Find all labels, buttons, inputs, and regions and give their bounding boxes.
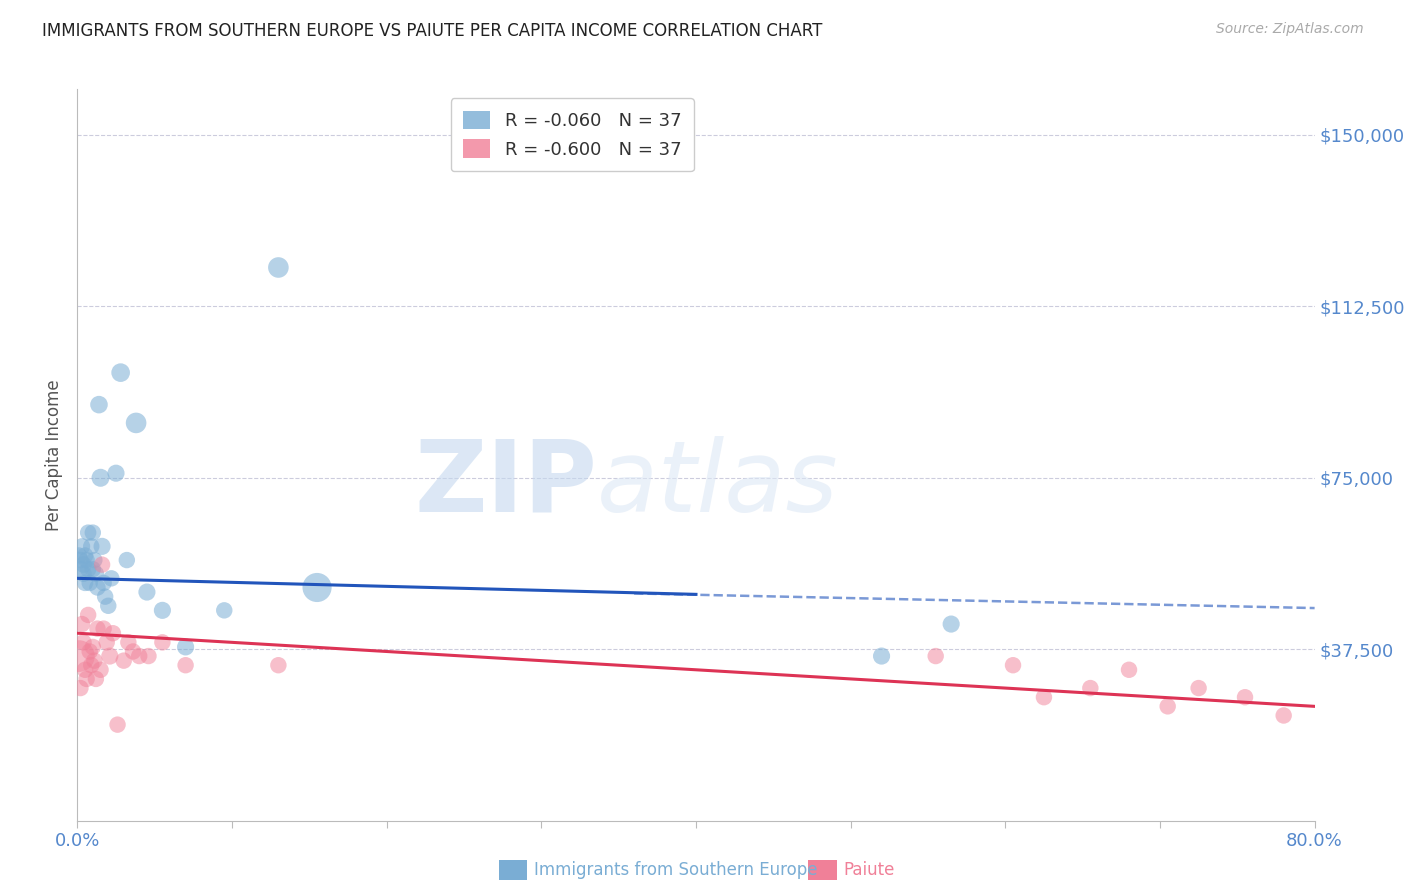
- Point: [107, 717, 129, 731]
- Point: [96, 635, 118, 649]
- Point: [77, 525, 100, 540]
- Point: [90, 471, 111, 485]
- Point: [77, 607, 100, 622]
- Point: [122, 644, 145, 658]
- Point: [75, 549, 96, 563]
- Point: [115, 553, 138, 567]
- Point: [72, 635, 94, 649]
- Point: [76, 672, 98, 686]
- Point: [1002, 658, 1025, 673]
- Point: [267, 658, 290, 673]
- Point: [870, 649, 893, 664]
- Point: [87, 398, 110, 412]
- Point: [174, 640, 197, 654]
- Point: [136, 585, 159, 599]
- Point: [84, 672, 107, 686]
- Point: [76, 553, 98, 567]
- Point: [1234, 690, 1257, 705]
- Point: [98, 649, 121, 664]
- Point: [125, 416, 148, 430]
- Point: [69, 562, 91, 576]
- Point: [80, 539, 103, 553]
- Point: [152, 603, 174, 617]
- Point: [101, 626, 124, 640]
- Point: [90, 663, 111, 677]
- Point: [91, 539, 114, 553]
- Point: [79, 644, 101, 658]
- Point: [67, 549, 90, 563]
- Point: [75, 576, 96, 591]
- Point: [1188, 681, 1211, 695]
- Point: [67, 649, 90, 664]
- Point: [82, 640, 104, 654]
- Point: [93, 622, 115, 636]
- Text: ZIP: ZIP: [415, 435, 598, 533]
- Point: [307, 581, 329, 595]
- Point: [72, 566, 94, 581]
- Point: [105, 466, 127, 480]
- Point: [69, 681, 91, 695]
- Point: [70, 539, 93, 553]
- Point: [83, 654, 105, 668]
- Point: [100, 571, 122, 585]
- Point: [80, 658, 103, 673]
- Point: [128, 649, 150, 664]
- Point: [72, 558, 94, 572]
- Point: [1033, 690, 1056, 705]
- Point: [86, 581, 108, 595]
- Point: [94, 590, 117, 604]
- Point: [82, 525, 104, 540]
- Point: [70, 617, 93, 632]
- Point: [1080, 681, 1102, 695]
- Point: [110, 366, 132, 380]
- Y-axis label: Per Capita Income: Per Capita Income: [45, 379, 63, 531]
- Point: [925, 649, 948, 664]
- Text: Paiute: Paiute: [844, 861, 896, 879]
- Point: [152, 635, 174, 649]
- Point: [86, 622, 108, 636]
- Legend: R = -0.060   N = 37, R = -0.600   N = 37: R = -0.060 N = 37, R = -0.600 N = 37: [450, 98, 695, 171]
- Point: [117, 635, 139, 649]
- Point: [138, 649, 160, 664]
- Point: [1157, 699, 1180, 714]
- Text: Source: ZipAtlas.com: Source: ZipAtlas.com: [1216, 22, 1364, 37]
- Text: atlas: atlas: [598, 435, 838, 533]
- Point: [84, 566, 107, 581]
- Point: [79, 576, 101, 591]
- Point: [1272, 708, 1295, 723]
- Text: Immigrants from Southern Europe: Immigrants from Southern Europe: [534, 861, 818, 879]
- Point: [93, 576, 115, 591]
- Point: [97, 599, 120, 613]
- Point: [267, 260, 290, 275]
- Point: [69, 553, 91, 567]
- Point: [1118, 663, 1140, 677]
- Text: IMMIGRANTS FROM SOUTHERN EUROPE VS PAIUTE PER CAPITA INCOME CORRELATION CHART: IMMIGRANTS FROM SOUTHERN EUROPE VS PAIUT…: [42, 22, 823, 40]
- Point: [174, 658, 197, 673]
- Point: [941, 617, 963, 632]
- Point: [75, 663, 96, 677]
- Point: [112, 654, 135, 668]
- Point: [77, 562, 100, 576]
- Point: [91, 558, 114, 572]
- Point: [83, 553, 105, 567]
- Point: [82, 562, 104, 576]
- Point: [214, 603, 236, 617]
